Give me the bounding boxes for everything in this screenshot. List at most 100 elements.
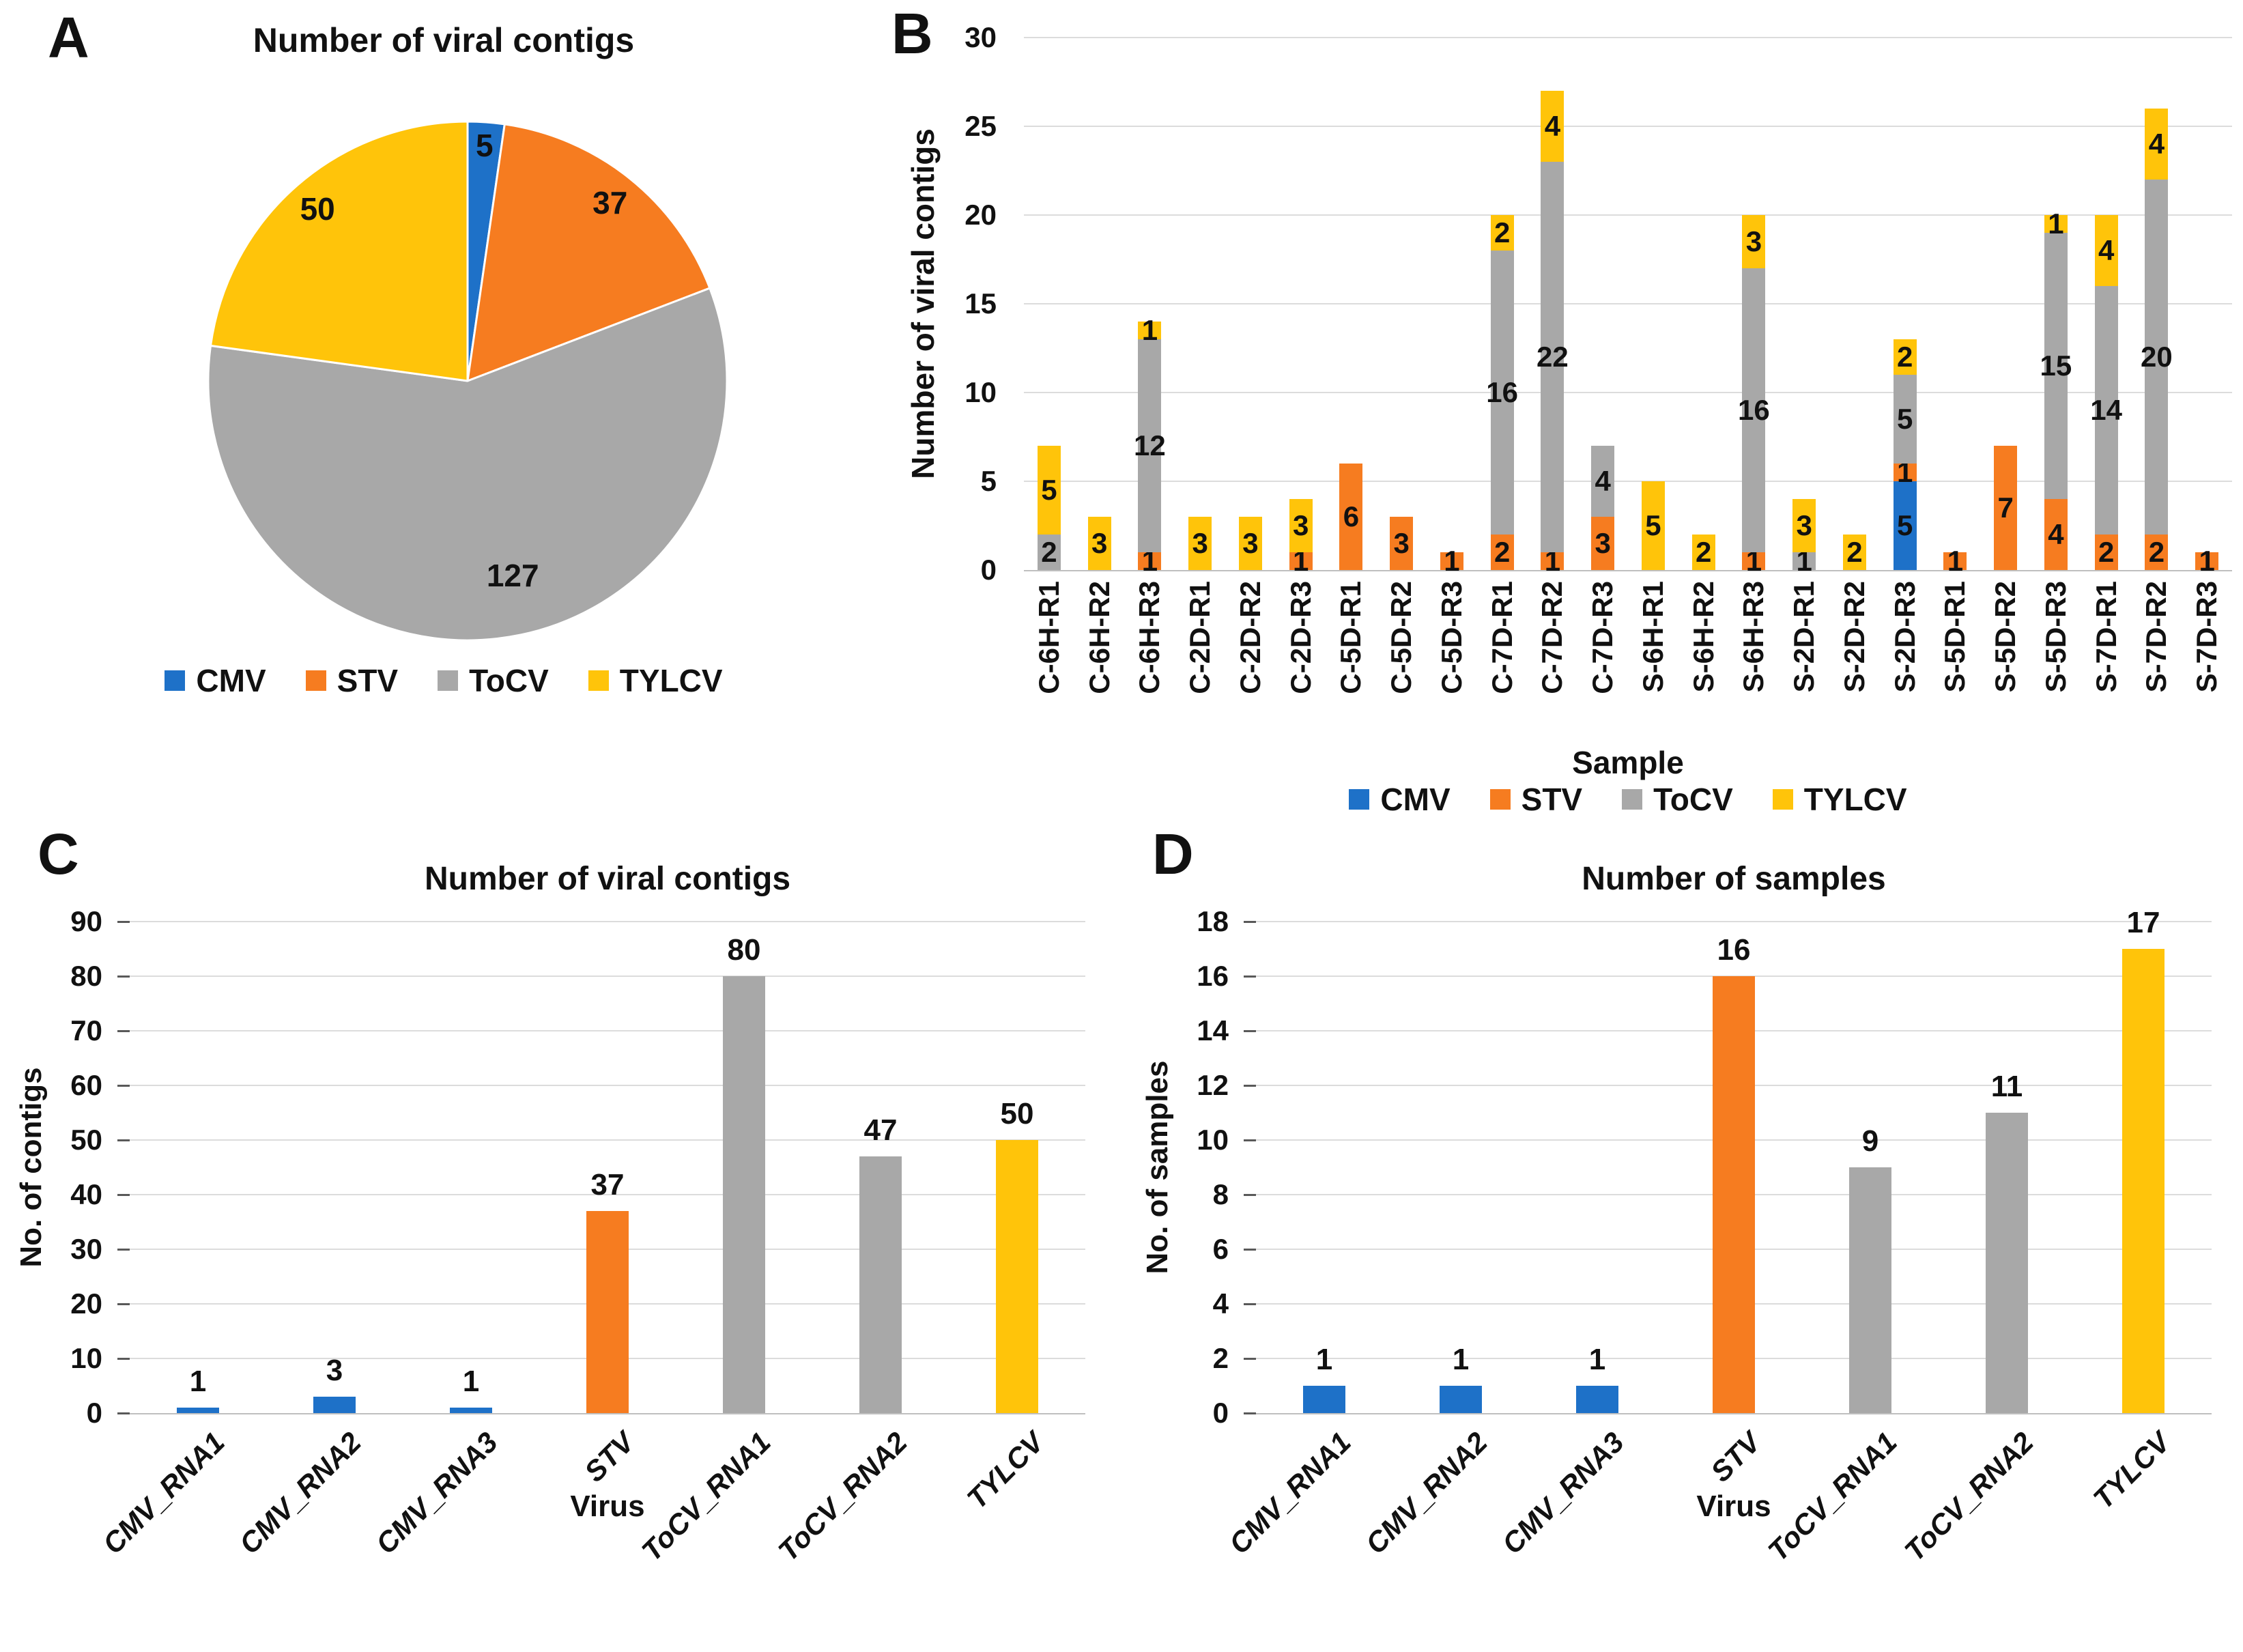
y-tick-mark	[117, 1303, 130, 1305]
bar-CMV_RNA2	[1440, 1386, 1482, 1413]
bar-segment-TYLCV-C-6H-R3	[1138, 322, 1162, 339]
gridline-40	[130, 1194, 1085, 1195]
x-category-label: S-6H-R2	[1687, 581, 1719, 693]
y-tick-label: 0	[86, 1397, 102, 1429]
panel-a-pie-chart: 5 37 127 50	[0, 0, 874, 806]
bar-segment-STV-S-7D-R3	[2195, 552, 2219, 570]
x-category-label: C-2D-R2	[1233, 581, 1266, 694]
panel-a-legend: CMV STV ToCV TYLCV	[14, 662, 874, 699]
y-tick-mark	[1244, 921, 1256, 923]
legend-item-TYLCV: TYLCV	[1772, 781, 1907, 818]
y-tick-label: 30	[70, 1233, 102, 1265]
pie: 5 37 127 50	[207, 120, 728, 642]
gridline-80	[130, 975, 1085, 977]
bar-value-label: 1	[1588, 1343, 1606, 1376]
y-tick-label: 15	[965, 287, 997, 319]
bar-segment-ToCV-C-6H-R3	[1138, 339, 1162, 552]
y-tick-label: 60	[70, 1069, 102, 1101]
bar-segment-value: 2	[1695, 536, 1712, 568]
panel-d-letter: D	[1152, 822, 1194, 886]
y-tick-mark	[1244, 1249, 1256, 1251]
bar-segment-value: 1	[1796, 545, 1812, 577]
bar-ToCV_RNA1	[723, 976, 765, 1413]
pie-slice-value-TYLCV: 50	[300, 191, 335, 227]
gridline-50	[130, 1139, 1085, 1141]
x-category-label: C-6H-R2	[1083, 581, 1115, 694]
panel-d-bar-chart: 0 2 4 6 8 10 12 14 16 18 1 CMV_RNA1 1 CMV_RNA2 1 CMV_RN…	[1119, 806, 2243, 1567]
bar-CMV_RNA1	[1303, 1386, 1345, 1413]
bar-STV	[586, 1211, 629, 1413]
legend-item-label: STV	[1521, 782, 1583, 817]
x-category-label: S-7D-R3	[2190, 581, 2223, 693]
bar-segment-value: 16	[1486, 376, 1518, 408]
y-tick-label: 90	[70, 905, 102, 937]
bar-segment-ToCV-C-7D-R1	[1490, 251, 1514, 535]
panel-c: C Number of viral contigs No. of contigs…	[0, 806, 1119, 1567]
legend-item-label: TYLCV	[1803, 782, 1907, 817]
legend-item-STV: STV	[305, 662, 398, 699]
y-tick-mark	[1244, 1358, 1256, 1360]
bar-segment-TYLCV-S-2D-R3	[1893, 339, 1917, 375]
bar-segment-value: 1	[1141, 314, 1158, 346]
bar-value-label: 16	[1717, 933, 1751, 967]
panel-a-letter: A	[48, 5, 89, 70]
y-tick-label: 16	[1197, 960, 1229, 992]
bar-CMV_RNA3	[450, 1408, 492, 1413]
bar-segment-value: 3	[1595, 527, 1611, 559]
y-tick-mark	[1244, 1194, 1256, 1196]
bar-value-label: 17	[2126, 906, 2160, 939]
gridline-70	[130, 1030, 1085, 1031]
bar-segment-STV-C-7D-R2	[1541, 552, 1565, 570]
bar-segment-ToCV-S-2D-R3	[1893, 375, 1917, 464]
bar-segment-value: 2	[2098, 536, 2115, 568]
bar-segment-STV-C-7D-R1	[1490, 535, 1514, 570]
y-tick-label: 20	[70, 1287, 102, 1320]
y-tick-mark	[1244, 1303, 1256, 1305]
bar-segment-TYLCV-S-2D-R2	[1842, 535, 1866, 570]
stv-legend-swatch-icon	[305, 670, 326, 691]
bar-segment-value: 1	[1444, 545, 1460, 577]
gridline-20	[1024, 214, 2232, 216]
x-category-label: S-6H-R1	[1636, 581, 1669, 693]
bar-segment-TYLCV-S-5D-R3	[2044, 215, 2068, 233]
gridline-60	[130, 1085, 1085, 1086]
bar-segment-value: 5	[1896, 403, 1913, 435]
x-category-label: C-5D-R1	[1334, 581, 1367, 694]
bar-segment-value: 1	[1141, 545, 1158, 577]
bar-value-label: 3	[326, 1354, 343, 1387]
tylcv-legend-swatch-icon	[1772, 789, 1793, 810]
y-tick-label: 80	[70, 960, 102, 992]
bar-segment-value: 3	[1292, 509, 1309, 541]
x-category-label: C-7D-R3	[1586, 581, 1619, 694]
bar-value-label: 1	[189, 1365, 207, 1398]
bar-segment-TYLCV-C-6H-R2	[1087, 517, 1111, 570]
y-tick-label: 30	[965, 21, 997, 53]
bar-segment-TYLCV-S-6H-R3	[1742, 215, 1766, 268]
x-category-label: S-5D-R2	[1989, 581, 2022, 693]
bar-segment-value: 1	[1947, 545, 1964, 577]
bar-value-label: 80	[727, 933, 761, 967]
y-tick-label: 0	[980, 554, 997, 586]
bar-value-label: 1	[1315, 1343, 1333, 1376]
panel-d-x-axis-title: Virus	[1696, 1490, 1771, 1523]
bar-segment-value: 2	[1494, 216, 1511, 248]
bar-segment-STV-C-5D-R1	[1339, 464, 1363, 570]
bar-segment-ToCV-S-5D-R3	[2044, 233, 2068, 499]
pie-slice-TYLCV	[210, 120, 469, 382]
y-tick-label: 14	[1197, 1014, 1229, 1046]
x-category-label: C-2D-R1	[1184, 581, 1216, 694]
bar-segment-value: 1	[1896, 456, 1913, 488]
bar-CMV_RNA3	[1576, 1386, 1618, 1413]
bar-segment-TYLCV-C-7D-R2	[1541, 91, 1565, 162]
bar-segment-value: 20	[2141, 341, 2173, 373]
panel-b-legend: CMV STV ToCV TYLCV	[1024, 781, 2232, 818]
bar-value-label: 1	[462, 1365, 480, 1398]
bar-segment-value: 6	[1343, 500, 1360, 532]
tocv-legend-swatch-icon	[438, 670, 459, 691]
x-category-label: C-7D-R2	[1536, 581, 1569, 694]
legend-item-label: ToCV	[469, 663, 549, 698]
gridline-15	[1024, 303, 2232, 304]
cmv-legend-swatch-icon	[1349, 789, 1370, 810]
bar-segment-value: 12	[1134, 429, 1166, 461]
